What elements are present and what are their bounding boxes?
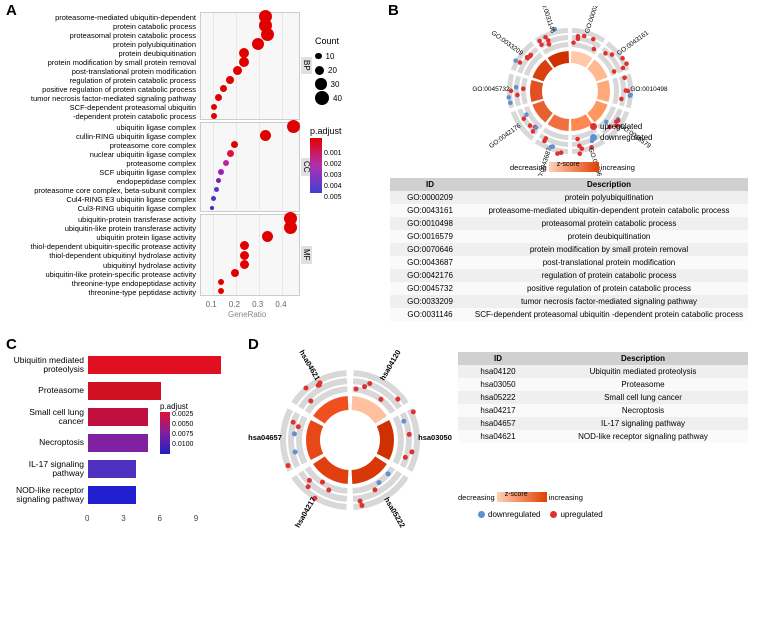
panel-b-table: IDDescriptionGO:0000209protein polyubiqu… bbox=[390, 178, 748, 321]
panel-d-svg: hsa04120 hsa03050 hsa05222 hsa04217 hsa04657… bbox=[248, 342, 453, 537]
panel-c-barchart: Ubiquitin mediated proteolysisProteasome… bbox=[10, 342, 238, 532]
svg-text:hsa05222: hsa05222 bbox=[382, 495, 407, 529]
panel-b-svg: GO:0000209GO:0043161GO:0010498GO:0016579… bbox=[450, 6, 690, 176]
svg-text:GO:0010498: GO:0010498 bbox=[630, 86, 668, 93]
panel-b-zscore-bar: decreasing z-score increasing bbox=[510, 162, 635, 172]
panel-b-legend: upregulated downregulated bbox=[590, 121, 652, 143]
svg-text:hsa04621: hsa04621 bbox=[297, 348, 322, 382]
svg-text:GO:0042176: GO:0042176 bbox=[488, 122, 523, 150]
panel-d-table: IDDescriptionhsa04120Ubiquitin mediated … bbox=[458, 352, 748, 443]
panel-d-zscore-bar: decreasing z-score increasing bbox=[458, 492, 583, 502]
panel-d-circular: hsa04120 hsa03050 hsa05222 hsa04217 hsa04657… bbox=[248, 342, 748, 542]
svg-text:GO:0043161: GO:0043161 bbox=[616, 29, 651, 57]
svg-text:GO:0000209: GO:0000209 bbox=[584, 6, 602, 34]
svg-text:GO:0033209: GO:0033209 bbox=[490, 30, 525, 58]
svg-text:hsa03050: hsa03050 bbox=[418, 433, 452, 442]
svg-text:hsa04217: hsa04217 bbox=[293, 495, 318, 529]
svg-text:GO:0045732: GO:0045732 bbox=[472, 86, 510, 93]
svg-text:GO:0031146: GO:0031146 bbox=[538, 6, 556, 34]
panel-c-padj-legend: p.adjust 0.00250.00500.00750.0100 bbox=[160, 402, 188, 454]
panel-a-dotplot: BPproteasome-mediated ubiquitin-dependen… bbox=[10, 6, 375, 316]
panel-b-circular: GO:0000209GO:0043161GO:0010498GO:0016579… bbox=[390, 6, 750, 316]
panel-d-legend: downregulated upregulated bbox=[478, 510, 603, 519]
panel-c-ylabels: Ubiquitin mediated proteolysisProteasome… bbox=[10, 352, 84, 508]
svg-text:hsa04120: hsa04120 bbox=[378, 348, 403, 382]
svg-text:hsa04657: hsa04657 bbox=[248, 433, 282, 442]
